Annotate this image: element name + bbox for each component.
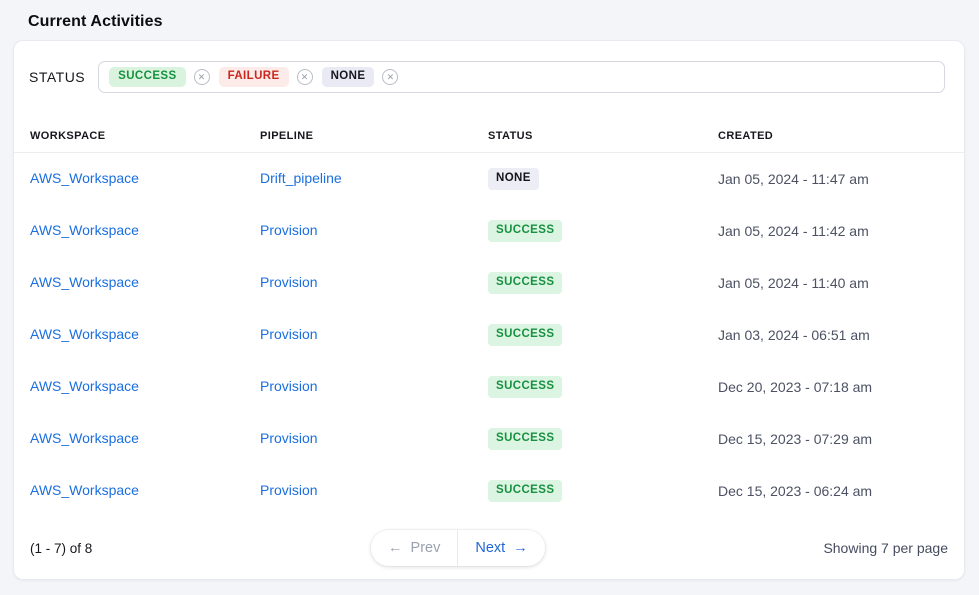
left-arrow-icon: ←: [388, 540, 403, 556]
created-cell: Dec 20, 2023 - 07:18 am: [718, 379, 873, 395]
created-cell: Jan 05, 2024 - 11:47 am: [718, 171, 869, 187]
pipeline-link[interactable]: Provision: [260, 274, 318, 290]
table-body: AWS_Workspace Drift_pipeline NONE Jan 05…: [14, 153, 964, 517]
status-badge: SUCCESS: [488, 220, 563, 242]
pipeline-link[interactable]: Provision: [260, 482, 318, 498]
pipeline-link[interactable]: Provision: [260, 430, 318, 446]
status-badge: NONE: [488, 168, 539, 190]
workspace-link[interactable]: AWS_Workspace: [30, 326, 139, 342]
pager-control: ← Prev Next →: [371, 530, 545, 566]
pagination-range-text: (1 - 7) of 8: [30, 540, 93, 556]
next-button-label: Next: [475, 540, 506, 556]
status-badge: SUCCESS: [488, 480, 563, 502]
pipeline-link[interactable]: Provision: [260, 378, 318, 394]
table-row: AWS_Workspace Drift_pipeline NONE Jan 05…: [14, 153, 964, 205]
pipeline-link[interactable]: Drift_pipeline: [260, 170, 342, 186]
remove-failure-chip-icon[interactable]: ✕: [296, 69, 313, 85]
remove-success-chip-icon[interactable]: ✕: [193, 69, 210, 85]
prev-button-label: Prev: [410, 540, 441, 556]
table-header-row: WORKSPACE PIPELINE STATUS CREATED: [14, 119, 964, 153]
workspace-link[interactable]: AWS_Workspace: [30, 274, 139, 290]
per-page-text: Showing 7 per page: [823, 540, 948, 556]
column-header-workspace: WORKSPACE: [30, 129, 106, 142]
activities-card: STATUS SUCCESS ✕ FAILURE ✕ NONE ✕ WORKSP…: [13, 40, 965, 580]
status-filter-input[interactable]: SUCCESS ✕ FAILURE ✕ NONE ✕: [98, 61, 945, 93]
table-row: AWS_Workspace Provision SUCCESS Jan 05, …: [14, 257, 964, 309]
workspace-link[interactable]: AWS_Workspace: [30, 222, 139, 238]
column-header-status: STATUS: [488, 129, 533, 142]
next-page-button[interactable]: Next →: [458, 530, 545, 566]
pipeline-link[interactable]: Provision: [260, 222, 318, 238]
pager-divider: [457, 530, 459, 566]
prev-page-button[interactable]: ← Prev: [371, 530, 458, 566]
page: Current Activities STATUS SUCCESS ✕ FAIL…: [13, 13, 965, 580]
activities-table: WORKSPACE PIPELINE STATUS CREATED AWS_Wo…: [14, 119, 964, 517]
column-header-created: CREATED: [718, 129, 774, 142]
page-title: Current Activities: [28, 13, 163, 30]
table-row: AWS_Workspace Provision SUCCESS Dec 20, …: [14, 361, 964, 413]
status-badge: SUCCESS: [488, 428, 563, 450]
pagination-bar: (1 - 7) of 8 ← Prev Next → Showing 7 per…: [14, 517, 964, 579]
remove-none-chip-icon[interactable]: ✕: [382, 69, 399, 85]
created-cell: Jan 05, 2024 - 11:40 am: [718, 275, 869, 291]
pipeline-link[interactable]: Provision: [260, 326, 318, 342]
workspace-link[interactable]: AWS_Workspace: [30, 170, 139, 186]
table-row: AWS_Workspace Provision SUCCESS Dec 15, …: [14, 413, 964, 465]
status-badge: SUCCESS: [488, 376, 563, 398]
column-header-pipeline: PIPELINE: [260, 129, 314, 142]
filter-chip-group: NONE ✕: [321, 67, 399, 87]
table-row: AWS_Workspace Provision SUCCESS Jan 05, …: [14, 205, 964, 257]
created-cell: Dec 15, 2023 - 07:29 am: [718, 431, 873, 447]
filter-chip-group: SUCCESS ✕: [109, 67, 210, 87]
filter-chip-group: FAILURE ✕: [218, 67, 313, 87]
status-filter-chips: SUCCESS ✕ FAILURE ✕ NONE ✕: [109, 67, 399, 87]
filter-chip: SUCCESS: [109, 67, 186, 87]
created-cell: Jan 03, 2024 - 06:51 am: [718, 327, 870, 343]
status-badge: SUCCESS: [488, 272, 563, 294]
right-arrow-icon: →: [513, 540, 528, 556]
workspace-link[interactable]: AWS_Workspace: [30, 378, 139, 394]
status-filter-label: STATUS: [29, 69, 86, 85]
table-row: AWS_Workspace Provision SUCCESS Dec 15, …: [14, 465, 964, 517]
workspace-link[interactable]: AWS_Workspace: [30, 482, 139, 498]
status-badge: SUCCESS: [488, 324, 563, 346]
status-filter-row: STATUS SUCCESS ✕ FAILURE ✕ NONE ✕: [14, 41, 964, 93]
table-row: AWS_Workspace Provision SUCCESS Jan 03, …: [14, 309, 964, 361]
created-cell: Jan 05, 2024 - 11:42 am: [718, 223, 869, 239]
filter-chip: NONE: [321, 67, 375, 87]
filter-chip: FAILURE: [218, 67, 289, 87]
workspace-link[interactable]: AWS_Workspace: [30, 430, 139, 446]
created-cell: Dec 15, 2023 - 06:24 am: [718, 483, 873, 499]
